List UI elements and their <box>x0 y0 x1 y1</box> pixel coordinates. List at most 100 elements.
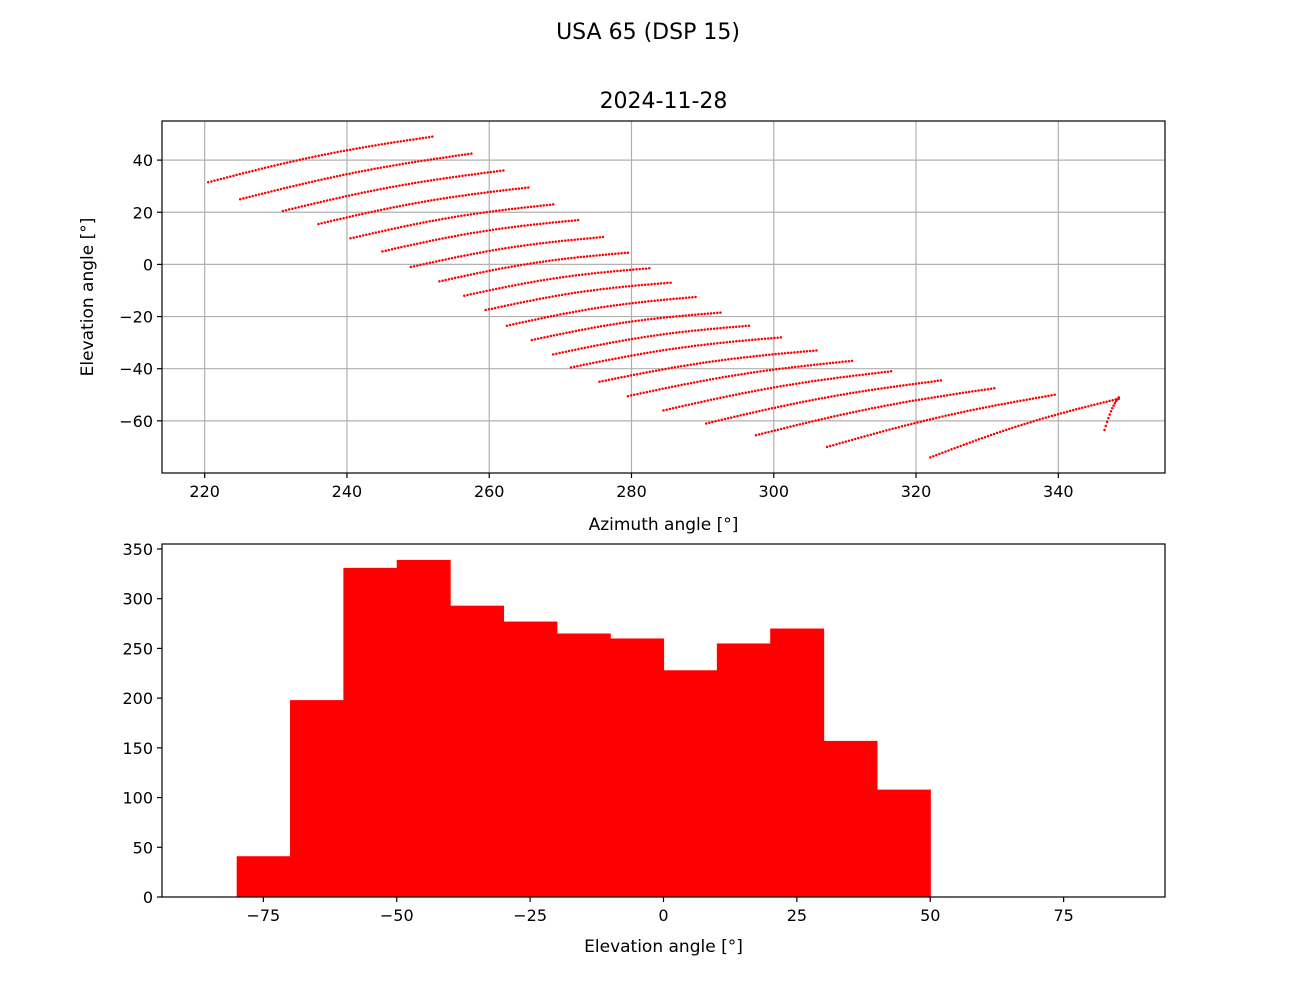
scatter-point <box>1050 414 1054 418</box>
scatter-point <box>504 285 508 289</box>
scatter-point <box>559 313 562 316</box>
scatter-point <box>798 401 802 404</box>
scatter-point <box>711 377 715 381</box>
scatter-point <box>624 285 628 288</box>
scatter-point <box>567 239 570 242</box>
scatter-point <box>361 234 365 237</box>
scatter-point <box>576 364 579 368</box>
scatter-point <box>538 242 542 245</box>
scatter-point <box>880 405 883 408</box>
scatter-point <box>640 318 644 322</box>
scatter-point <box>463 153 467 156</box>
scatter-point <box>977 389 980 392</box>
scatter-point <box>755 410 758 414</box>
scatter-point <box>1003 402 1007 405</box>
scatter-point <box>532 261 535 265</box>
scatter-point <box>248 170 251 173</box>
scatter-point <box>485 250 488 253</box>
scatter-x-tick-label: 340 <box>1043 482 1074 501</box>
scatter-point <box>472 231 476 235</box>
histogram-x-tick-label: 25 <box>787 906 807 925</box>
scatter-point <box>436 198 439 201</box>
scatter-point <box>733 415 736 419</box>
scatter-point <box>510 225 514 229</box>
scatter-point <box>708 378 712 381</box>
scatter-track <box>317 186 530 226</box>
scatter-point <box>620 356 624 359</box>
scatter-point <box>886 386 889 389</box>
scatter-point <box>354 214 358 217</box>
scatter-point <box>757 433 761 436</box>
scatter-point <box>570 292 574 295</box>
scatter-point <box>674 384 677 388</box>
scatter-y-axis-label: Elevation angle [°] <box>78 218 98 377</box>
scatter-point <box>397 246 400 250</box>
scatter-point <box>958 392 962 395</box>
scatter-point <box>839 413 842 417</box>
scatter-point <box>741 339 744 342</box>
scatter-point <box>401 183 404 187</box>
scatter-point <box>866 434 869 437</box>
scatter-point <box>332 175 336 179</box>
scatter-point <box>634 301 638 304</box>
scatter-point <box>222 176 226 180</box>
scatter-point <box>634 337 637 340</box>
scatter-point <box>542 222 545 225</box>
scatter-point <box>596 288 599 291</box>
scatter-point <box>972 408 975 412</box>
scatter-point <box>906 423 910 427</box>
scatter-point <box>510 265 513 268</box>
scatter-point <box>456 215 460 218</box>
scatter-point <box>789 403 792 406</box>
scatter-point <box>662 316 666 319</box>
scatter-point <box>476 192 480 195</box>
scatter-point <box>720 358 724 362</box>
scatter-point <box>925 418 929 422</box>
scatter-point <box>316 201 319 204</box>
scatter-point <box>273 164 276 167</box>
scatter-point <box>959 411 963 414</box>
scatter-point <box>965 442 968 445</box>
scatter-point <box>697 401 700 404</box>
scatter-point <box>826 416 830 419</box>
scatter-point <box>875 431 879 435</box>
scatter-point <box>947 413 950 417</box>
scatter-point <box>549 277 552 281</box>
scatter-point <box>643 335 646 339</box>
scatter-point <box>412 223 416 226</box>
scatter-point <box>386 207 389 210</box>
scatter-point <box>742 356 746 359</box>
scatter-point <box>368 232 371 236</box>
scatter-point <box>427 135 431 139</box>
scatter-point <box>336 150 339 154</box>
scatter-point <box>251 194 254 198</box>
scatter-track <box>598 349 818 383</box>
scatter-point <box>625 268 629 272</box>
scatter-point <box>248 195 251 199</box>
scatter-point <box>684 296 688 300</box>
scatter-point <box>598 253 601 257</box>
scatter-point <box>498 189 502 193</box>
scatter-point <box>447 236 451 239</box>
scatter-point <box>668 315 672 319</box>
scatter-point <box>541 296 545 300</box>
scatter-point <box>917 398 921 401</box>
scatter-point <box>712 342 716 345</box>
scatter-point <box>857 436 860 440</box>
scatter-point <box>716 341 719 345</box>
scatter-point <box>942 394 946 397</box>
scatter-point <box>558 276 562 279</box>
scatter-point <box>1032 419 1035 423</box>
scatter-point <box>992 432 996 436</box>
scatter-point <box>671 331 675 335</box>
scatter-track <box>206 135 434 184</box>
scatter-point <box>661 387 664 391</box>
scatter-point <box>423 180 426 183</box>
scatter-point <box>570 238 573 242</box>
scatter-point <box>607 253 611 256</box>
scatter-point <box>659 282 663 285</box>
scatter-point <box>845 375 849 378</box>
scatter-point <box>289 160 292 164</box>
scatter-point <box>581 273 584 276</box>
scatter-point <box>686 363 689 367</box>
